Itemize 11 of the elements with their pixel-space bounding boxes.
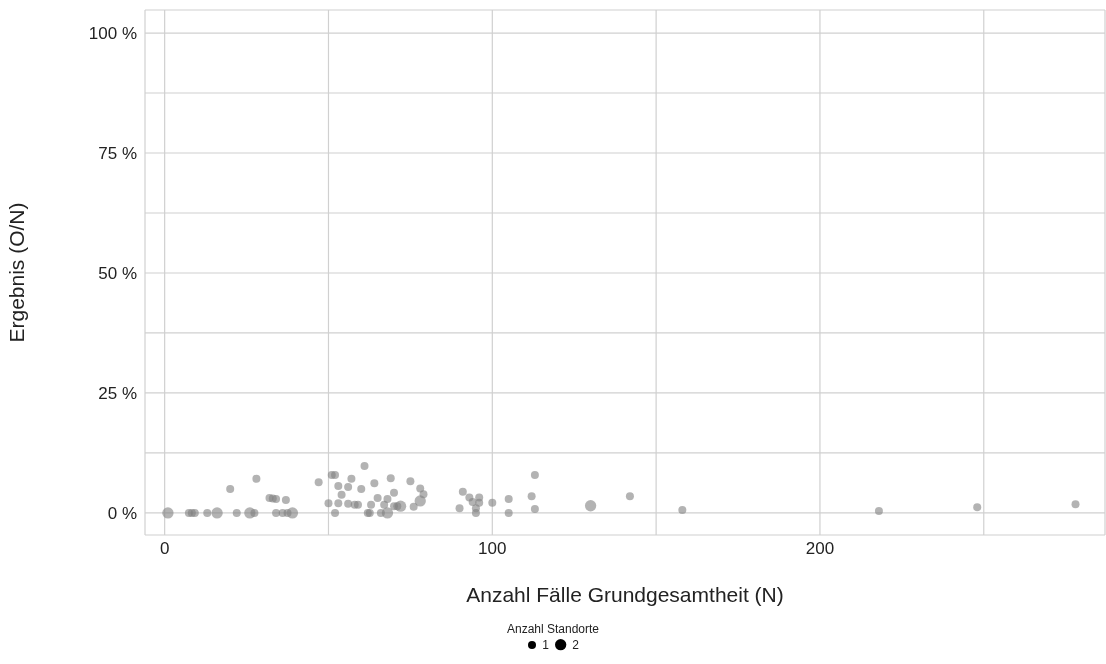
size-legend: Anzahl Standorte 1 2 [0,622,1106,664]
y-axis-title: Ergebnis (O/N) [5,202,29,343]
y-tick-label: 75 % [98,144,137,164]
legend-label: 2 [572,638,579,652]
y-tick-label: 100 % [88,24,137,44]
y-tick-label: 25 % [98,383,137,403]
legend-label: 1 [542,638,549,652]
y-tick-label: 0 % [107,503,137,523]
x-axis-title: Anzahl Fälle Grundgesamtheit (N) [466,583,784,606]
y-tick-label: 50 % [98,264,137,284]
legend-title: Anzahl Standorte [505,622,601,636]
